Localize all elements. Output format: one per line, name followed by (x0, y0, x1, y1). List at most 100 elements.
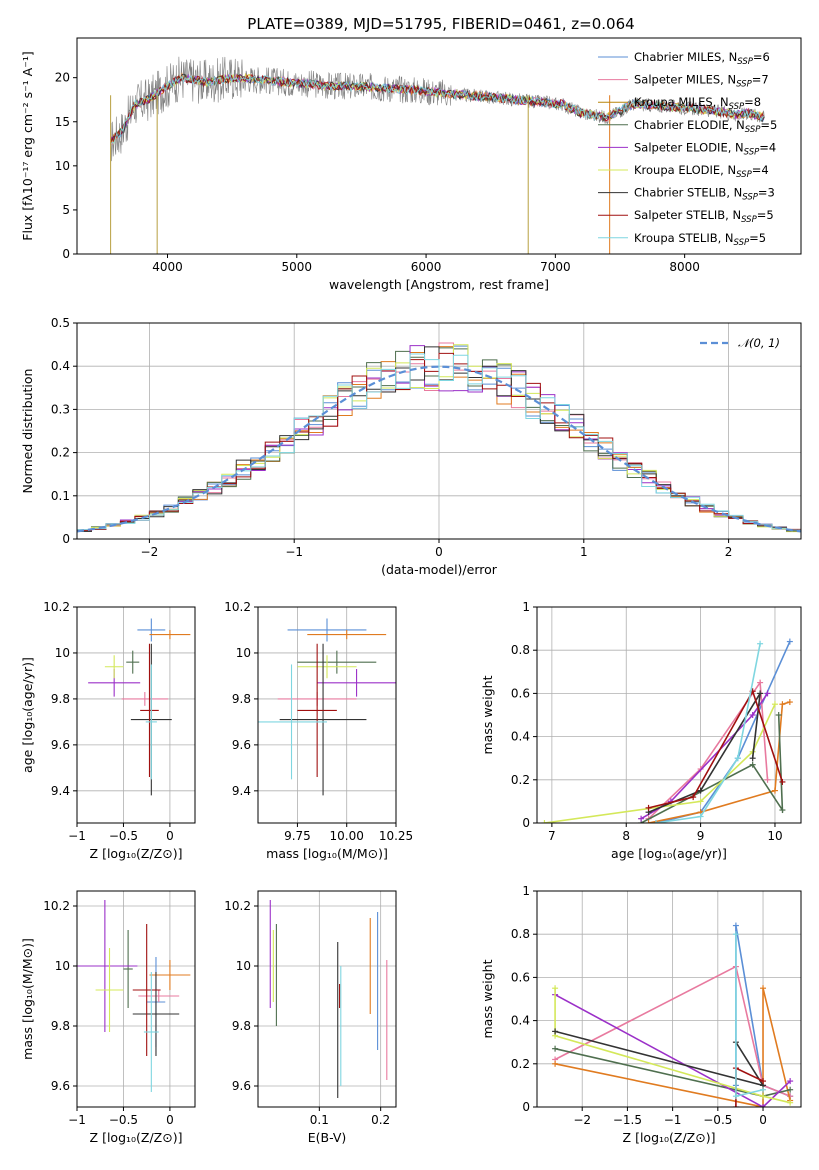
legend-entry: Chabrier ELODIE, NSSP=5 (634, 118, 777, 135)
legend-suffix: =7 (752, 73, 769, 87)
y-tick-label: 9.8 (51, 692, 70, 706)
age-vs-z-panel: −1 −0.5 0 9.4 9.6 9.8 10 10.2 Z [log₁₀(Z/Z⊙)] age… (20, 600, 196, 861)
y-tick-label: 0.8 (511, 927, 530, 941)
y-tick-label: 1 (522, 884, 530, 898)
x-axis-label: age [log₁₀(age/yr)] (611, 846, 727, 861)
legend-suffix: =8 (744, 95, 761, 109)
legend-entry: Salpeter MILES, NSSP=7 (634, 73, 769, 90)
legend-suffix: =3 (758, 186, 775, 200)
y-axis-label: mass weight (480, 959, 495, 1038)
y-tick-label: 10 (236, 959, 251, 973)
weight-line-4 (640, 692, 769, 820)
x-tick-label: −2 (141, 545, 159, 559)
x-tick-label: −1 (285, 545, 303, 559)
figure-title: PLATE=0389, MJD=51795, FIBERID=0461, z=0… (247, 15, 634, 33)
weight-line-8 (655, 643, 761, 823)
plot-area (77, 900, 191, 1092)
legend-entry: Kroupa ELODIE, NSSP=4 (634, 163, 769, 180)
y-axis-label: Flux [fλ10⁻¹⁷ erg cm⁻² s⁻¹ A⁻¹] (20, 51, 35, 240)
x-tick-label: −1 (68, 1113, 86, 1127)
y-tick-label: 0.6 (511, 970, 530, 984)
mass-vs-ebv-panel: 0.1 0.2 9.6 9.8 10 10.2 E(B-V) (224, 890, 397, 1145)
y-axis-label: mass [log₁₀(M/M⊙)] (20, 938, 35, 1060)
weight-line-5 (554, 988, 791, 1104)
y-tick-label: 10.2 (43, 899, 70, 913)
weight-line-7 (648, 689, 784, 809)
plot-area (77, 342, 801, 533)
model-line-8 (110, 72, 765, 145)
y-tick-label: 9.8 (51, 1019, 70, 1033)
y-tick-label: 0.4 (511, 730, 530, 744)
y-tick-label: 5 (62, 203, 70, 217)
x-tick-label: −0.5 (703, 1113, 732, 1127)
x-axis-label: E(B-V) (308, 1130, 347, 1145)
legend-suffix: =4 (759, 140, 776, 154)
x-tick-label: −0.5 (109, 829, 138, 843)
y-axis-label: Normed distribution (20, 369, 35, 494)
plot-frame (257, 606, 397, 824)
weight-line-1 (647, 680, 769, 820)
x-tick-label: 10.00 (330, 829, 364, 843)
y-tick-label: 9.6 (51, 1079, 70, 1093)
x-tick-label: 10 (767, 829, 782, 843)
plot-area (269, 900, 388, 1098)
plot-area (110, 56, 766, 254)
plot-frame (76, 37, 802, 255)
y-tick-label: 10.2 (224, 899, 251, 913)
x-tick-label: 0.2 (371, 1113, 390, 1127)
x-tick-label: 8000 (669, 260, 700, 274)
legend-sub: SSP (745, 125, 761, 135)
legend-entry: Salpeter STELIB, NSSP=5 (634, 208, 774, 225)
weight-line-2 (554, 988, 791, 1107)
legend-text: Salpeter MILES, N (634, 73, 736, 87)
legend-suffix: =4 (752, 163, 769, 177)
x-tick-label: 10.25 (379, 829, 413, 843)
y-tick-label: 10.2 (43, 600, 70, 614)
y-tick-label: 9.6 (232, 1079, 251, 1093)
y-tick-label: 0.4 (51, 359, 70, 373)
plot-area (88, 618, 191, 796)
legend-text: Chabrier ELODIE, N (634, 118, 745, 132)
legend-sub: SSP (744, 147, 760, 157)
y-tick-label: 9.8 (232, 1019, 251, 1033)
y-tick-label: 0 (62, 532, 70, 546)
massweight-vs-age-panel: 7 8 9 10 0 0.2 0.4 0.6 0.8 1 age [log₁₀(age/yr)] ma… (480, 600, 802, 861)
legend-entry: Kroupa MILES, NSSP=8 (634, 95, 761, 112)
x-tick-label: 9 (697, 829, 705, 843)
legend-sub: SSP (734, 238, 750, 248)
legend-entry: Salpeter ELODIE, NSSP=4 (634, 140, 776, 157)
legend-suffix: =5 (760, 118, 777, 132)
x-tick-label: 0 (759, 1113, 767, 1127)
legend-entry: 𝒩(0, 1) (738, 336, 780, 350)
legend-sub: SSP (737, 57, 753, 67)
plot-frame (536, 890, 802, 1108)
legend-entry: Kroupa STELIB, NSSP=5 (634, 231, 766, 248)
legend-suffix: =6 (753, 50, 770, 64)
legend-entry: Chabrier MILES, NSSP=6 (634, 50, 770, 67)
y-tick-label: 9.4 (232, 784, 251, 798)
histogram-panel: −2 −1 0 1 2 0 0.1 0.2 0.3 0.4 0.5 (data-model)/erro… (20, 316, 802, 577)
y-tick-label: 9.8 (232, 692, 251, 706)
y-axis-label: age [log₁₀(age/yr)] (20, 657, 35, 773)
plot-frame (257, 890, 397, 1108)
plot-frame (536, 606, 802, 824)
x-tick-label: 5000 (282, 260, 313, 274)
x-axis-label: wavelength [Angstrom, rest frame] (329, 277, 549, 292)
legend-sub: SSP (741, 215, 757, 225)
y-tick-label: 0.2 (511, 1057, 530, 1071)
weight-line-6 (648, 692, 761, 813)
weight-line-3 (640, 714, 784, 823)
y-tick-label: 10 (55, 959, 70, 973)
legend-text: Kroupa STELIB, N (634, 231, 734, 245)
x-tick-label: 0 (166, 1113, 174, 1127)
model-line-3 (110, 72, 765, 142)
x-tick-label: 7 (548, 829, 556, 843)
legend-sub: SSP (742, 193, 758, 203)
y-tick-label: 10 (236, 646, 251, 660)
legend-sub: SSP (736, 170, 752, 180)
legend-text: Kroupa ELODIE, N (634, 163, 736, 177)
y-tick-label: 0.2 (511, 773, 530, 787)
legend-text: Chabrier MILES, N (634, 50, 737, 64)
y-tick-label: 0.3 (51, 402, 70, 416)
